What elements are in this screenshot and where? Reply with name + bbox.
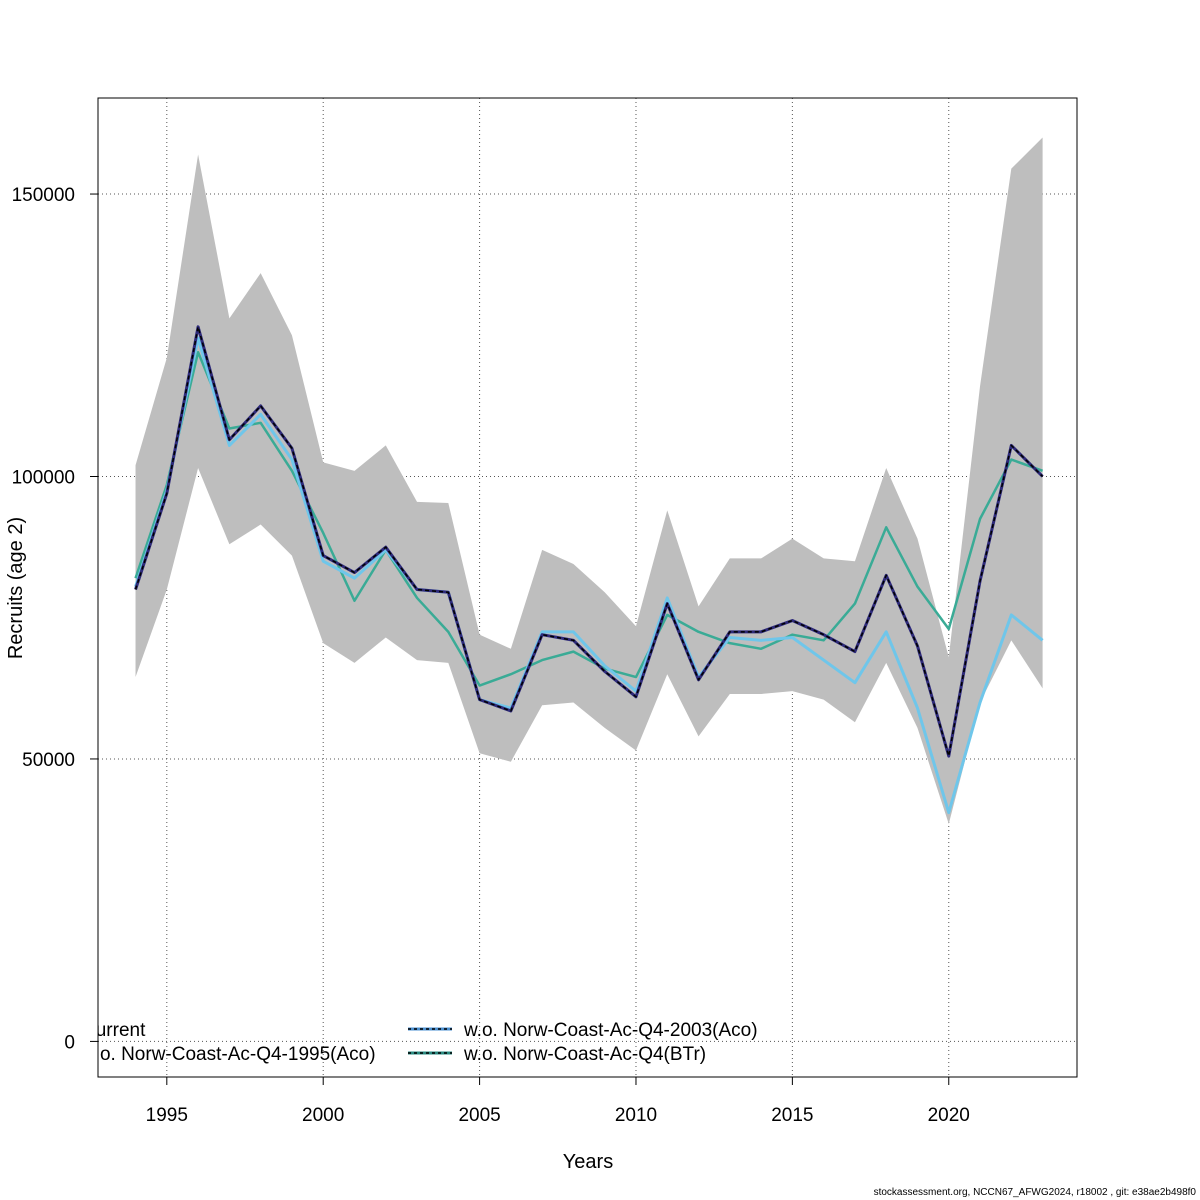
y-tick-label: 100000 — [12, 467, 75, 488]
legend-label-3: w.o. Norw-Coast-Ac-Q4(BTr) — [463, 1044, 706, 1065]
y-tick-label: 50000 — [22, 750, 75, 771]
x-tick-label: 2020 — [928, 1105, 970, 1126]
x-tick-label: 2000 — [302, 1105, 344, 1126]
legend: Current w.o. Norw-Coast-Ac-Q4-1995(Aco) w.… — [81, 1020, 758, 1065]
series-line-1 — [134, 326, 1044, 757]
x-axis: 1995 2000 2005 2010 2015 2020 — [146, 1077, 970, 1126]
series-layer — [134, 325, 1044, 815]
legend-body: Current w.o. Norw-Coast-Ac-Q4-1995(Aco) w.… — [81, 1020, 758, 1065]
confidence-band-layer — [135, 137, 1043, 824]
legend-label-2: w.o. Norw-Coast-Ac-Q4-2003(Aco) — [463, 1020, 758, 1041]
x-axis-title: Years — [563, 1151, 613, 1173]
y-axis: 0 50000 100000 150000 — [12, 185, 98, 1053]
legend-label-0: Current — [82, 1020, 146, 1041]
x-tick-label: 2015 — [771, 1105, 813, 1126]
series-line-3 — [134, 350, 1044, 687]
legend-label-1: w.o. Norw-Coast-Ac-Q4-1995(Aco) — [81, 1044, 376, 1065]
x-tick-label: 1995 — [146, 1105, 188, 1126]
x-tick-label: 2005 — [458, 1105, 500, 1126]
plot-frame — [97, 97, 1078, 1078]
confidence-band — [135, 137, 1043, 824]
x-tick-label: 2010 — [615, 1105, 657, 1126]
y-axis-title: Recruits (age 2) — [5, 517, 27, 659]
y-tick-label: 0 — [64, 1032, 75, 1053]
y-tick-label: 150000 — [12, 185, 75, 206]
footer-credit: stockassessment.org, NCCN67_AFWG2024, r1… — [873, 1187, 1196, 1198]
series-line-2 — [134, 336, 1044, 815]
